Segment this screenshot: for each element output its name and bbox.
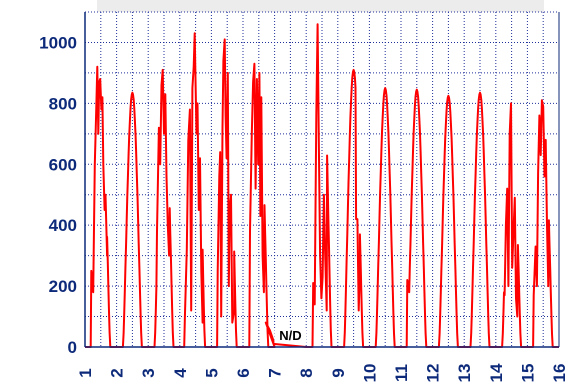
x-tick-label: 10 [360, 364, 379, 383]
x-tick-label: 6 [234, 368, 253, 377]
top-band [97, 0, 544, 13]
x-tick-label: 13 [455, 364, 474, 383]
y-tick-label: 200 [49, 277, 77, 296]
annotation-bg [274, 328, 307, 343]
y-tick-label: 800 [49, 94, 77, 113]
x-tick-label: 16 [550, 364, 569, 383]
y-tick-label: 600 [49, 155, 77, 174]
x-tick-label: 4 [171, 368, 190, 378]
x-tick-label: 11 [392, 364, 411, 382]
y-tick-label: 400 [49, 216, 77, 235]
y-tick-label: 1000 [39, 33, 77, 52]
x-tick-label: 12 [424, 364, 443, 383]
y-tick-label: 0 [68, 338, 77, 357]
x-tick-label: 15 [518, 364, 537, 383]
x-tick-label: 14 [487, 363, 506, 382]
x-tick-label: 1 [76, 368, 95, 377]
series-line [84, 23, 560, 348]
x-tick-label: 5 [202, 368, 221, 377]
x-tick-label: 7 [266, 368, 285, 377]
x-tick-label: 2 [108, 368, 127, 377]
annotation-nd: N/D [279, 328, 301, 343]
x-tick-label: 8 [297, 368, 316, 377]
x-tick-label: 9 [329, 368, 348, 377]
x-tick-label: 3 [139, 368, 158, 377]
